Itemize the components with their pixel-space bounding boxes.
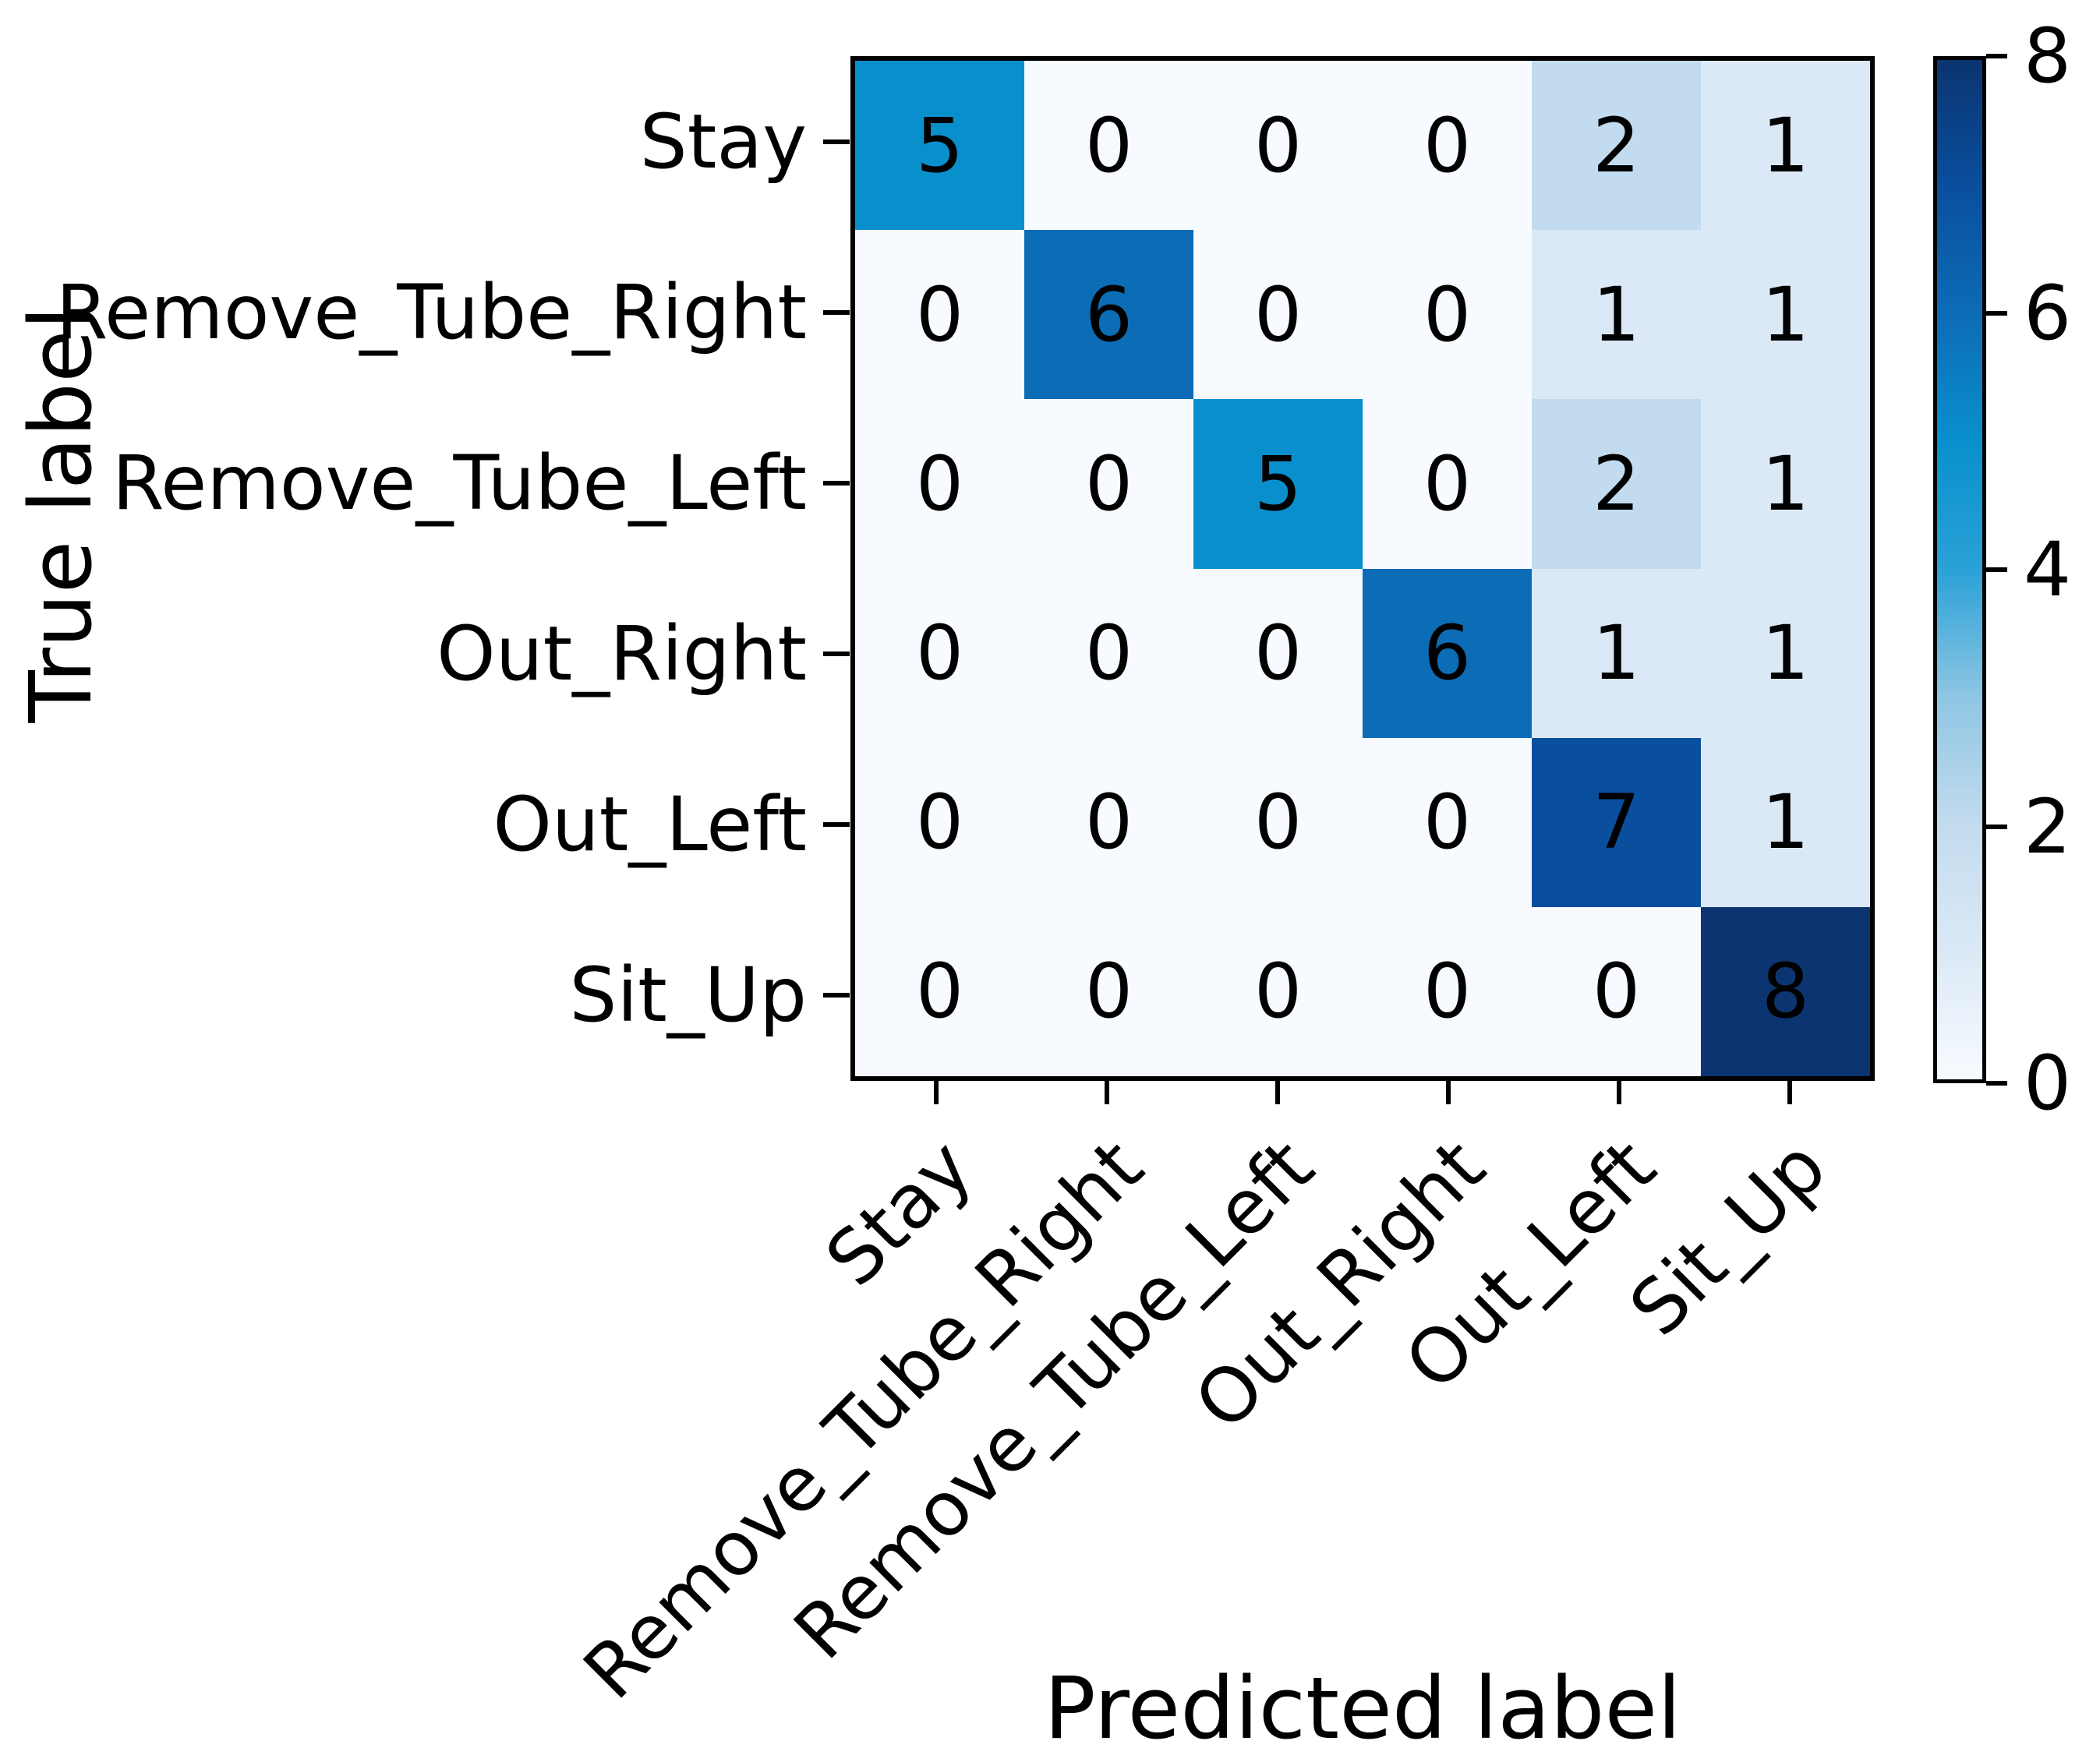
y-tick-mark	[823, 652, 850, 657]
colorbar-tick-mark	[1986, 824, 2007, 829]
colorbar-tick-label-8: 8	[2024, 12, 2072, 100]
matrix-cell-Out_Right-Remove_Tube_Left: 0	[1193, 568, 1363, 738]
x-tick-mark	[1445, 1081, 1451, 1104]
matrix-cell-Sit_Up-Sit_Up: 8	[1701, 906, 1870, 1076]
matrix-cell-Remove_Tube_Right-Stay: 0	[855, 230, 1024, 400]
colorbar-tick-mark	[1986, 1081, 2007, 1086]
colorbar	[1933, 56, 1986, 1083]
matrix-cell-Stay-Sit_Up: 1	[1701, 61, 1870, 231]
x-tick-mark	[1274, 1081, 1280, 1104]
matrix-cell-Sit_Up-Stay: 0	[855, 906, 1024, 1076]
y-tick-mark	[823, 480, 850, 486]
matrix-cell-Out_Left-Out_Right: 0	[1363, 737, 1532, 907]
matrix-cell-Out_Right-Out_Right: 6	[1363, 568, 1532, 738]
x-tick-mark	[1787, 1081, 1792, 1104]
colorbar-tick-label-2: 2	[2024, 782, 2072, 870]
matrix-cell-Remove_Tube_Right-Out_Right: 0	[1363, 230, 1532, 400]
colorbar-tick-mark	[1986, 54, 2007, 58]
matrix-cell-Out_Right-Remove_Tube_Right: 0	[1024, 568, 1193, 738]
colorbar-tick-mark	[1986, 310, 2007, 316]
matrix-cell-Remove_Tube_Left-Remove_Tube_Left: 5	[1193, 399, 1363, 569]
matrix-cell-Sit_Up-Remove_Tube_Left: 0	[1193, 906, 1363, 1076]
y-tick-mark	[823, 139, 850, 144]
matrix-cell-Stay-Remove_Tube_Left: 0	[1193, 61, 1363, 231]
matrix-cell-Sit_Up-Out_Left: 0	[1532, 906, 1701, 1076]
matrix-cell-Stay-Out_Right: 0	[1363, 61, 1532, 231]
x-axis-title-text: Predicted label	[1044, 1658, 1681, 1755]
y-tick-label-Remove_Tube_Right: Remove_Tube_Right	[55, 268, 807, 356]
matrix-cell-Stay-Out_Left: 2	[1532, 61, 1701, 231]
y-tick-mark	[823, 993, 850, 998]
y-tick-label-Out_Left: Out_Left	[493, 781, 807, 869]
matrix-cell-Stay-Stay: 5	[855, 61, 1024, 231]
matrix-cell-Out_Left-Out_Left: 7	[1532, 737, 1701, 907]
matrix-cell-Out_Left-Remove_Tube_Left: 0	[1193, 737, 1363, 907]
matrix-cell-Remove_Tube_Left-Stay: 0	[855, 399, 1024, 569]
y-tick-label-Out_Right: Out_Right	[437, 610, 807, 698]
colorbar-tick-mark	[1986, 567, 2007, 572]
y-axis-title: True label	[10, 203, 111, 826]
matrix-cell-Remove_Tube_Right-Sit_Up: 1	[1701, 230, 1870, 400]
colorbar-tick-label-6: 6	[2024, 269, 2072, 357]
matrix-cell-Out_Right-Stay: 0	[855, 568, 1024, 738]
x-tick-mark	[933, 1081, 939, 1104]
y-tick-label-Remove_Tube_Left: Remove_Tube_Left	[111, 439, 807, 527]
matrix-cell-Remove_Tube_Right-Out_Left: 1	[1532, 230, 1701, 400]
y-tick-label-Sit_Up: Sit_Up	[569, 952, 807, 1040]
y-axis-title-text: True label	[11, 305, 111, 723]
matrix-cell-Sit_Up-Out_Right: 0	[1363, 906, 1532, 1076]
matrix-cell-Out_Left-Remove_Tube_Right: 0	[1024, 737, 1193, 907]
matrix-cell-Remove_Tube_Left-Remove_Tube_Right: 0	[1024, 399, 1193, 569]
matrix-cell-Out_Left-Sit_Up: 1	[1701, 737, 1870, 907]
x-axis-title: Predicted label	[856, 1658, 1869, 1755]
matrix-cell-Stay-Remove_Tube_Right: 0	[1024, 61, 1193, 231]
y-tick-mark	[823, 822, 850, 828]
colorbar-tick-label-4: 4	[2024, 526, 2072, 613]
matrix-cell-Out_Right-Sit_Up: 1	[1701, 568, 1870, 738]
matrix-cell-Remove_Tube_Left-Sit_Up: 1	[1701, 399, 1870, 569]
x-tick-mark	[1616, 1081, 1621, 1104]
matrix-cell-Remove_Tube_Right-Remove_Tube_Right: 6	[1024, 230, 1193, 400]
colorbar-tick-label-0: 0	[2024, 1040, 2072, 1127]
matrix-cell-Out_Left-Stay: 0	[855, 737, 1024, 907]
x-tick-mark	[1104, 1081, 1109, 1104]
y-tick-label-Stay: Stay	[639, 97, 807, 185]
matrix-cell-Remove_Tube_Left-Out_Right: 0	[1363, 399, 1532, 569]
y-tick-mark	[823, 309, 850, 315]
matrix-cell-Sit_Up-Remove_Tube_Right: 0	[1024, 906, 1193, 1076]
matrix-cell-Out_Right-Out_Left: 1	[1532, 568, 1701, 738]
matrix-cell-Remove_Tube_Right-Remove_Tube_Left: 0	[1193, 230, 1363, 400]
matrix-cell-Remove_Tube_Left-Out_Left: 2	[1532, 399, 1701, 569]
